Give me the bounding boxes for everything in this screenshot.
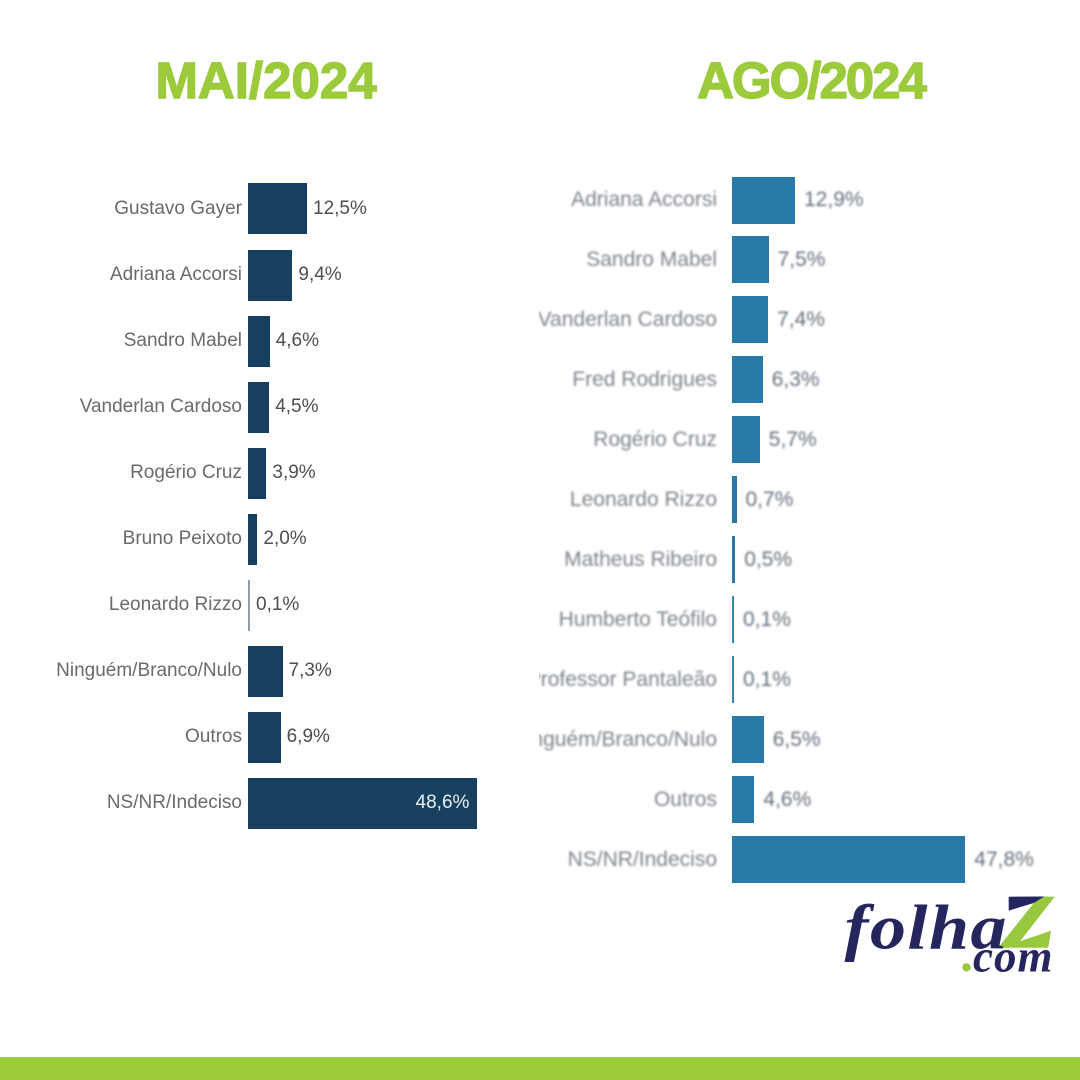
svg-text:com: com — [973, 932, 1053, 982]
svg-text:folha: folha — [845, 893, 1008, 963]
